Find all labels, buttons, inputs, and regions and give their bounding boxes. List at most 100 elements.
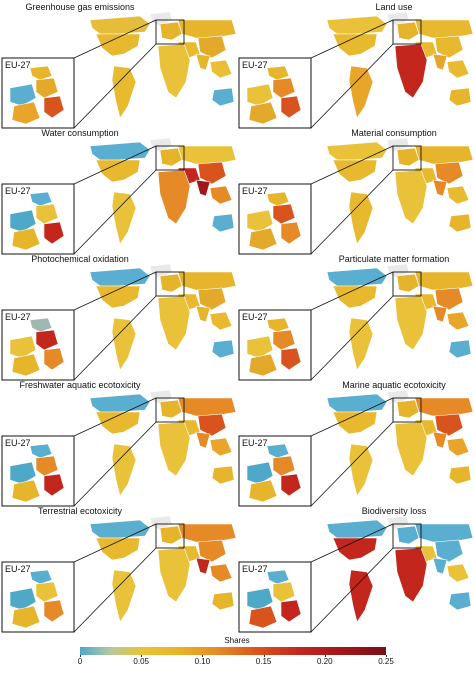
region-eu — [159, 147, 183, 167]
region-aus — [448, 87, 472, 107]
inset-region — [11, 605, 41, 629]
region-can — [326, 141, 388, 161]
legend-tick-label: 0.25 — [378, 657, 394, 666]
world-map: EU-27 — [1, 137, 237, 255]
world-map: EU-27 — [1, 11, 237, 129]
region-can — [326, 15, 388, 35]
connector-line — [73, 43, 157, 129]
inset-region — [35, 203, 59, 225]
region-aus — [448, 591, 472, 611]
region-china — [434, 35, 464, 59]
zoom-box — [155, 397, 185, 423]
connector-line — [73, 547, 157, 633]
region-sea — [446, 311, 470, 331]
legend-tick-label: 0.15 — [255, 657, 272, 666]
region-sea — [209, 563, 233, 583]
legend: Shares 0 0.05 0.10 0.15 0.20 0.25 — [0, 636, 474, 676]
inset-label: EU-27 — [242, 438, 268, 448]
region-sa — [111, 569, 137, 623]
region-china — [197, 287, 227, 311]
map-panel: Marine aquatic ecotoxicity EU-27 — [237, 380, 474, 512]
region-india — [432, 557, 448, 575]
inset-region — [35, 77, 59, 99]
inset-region — [9, 83, 37, 107]
region-africa — [157, 169, 191, 225]
connector-line — [73, 19, 157, 59]
region-india — [195, 305, 211, 323]
inset-region — [248, 605, 278, 629]
region-india — [195, 179, 211, 197]
inset-region — [246, 335, 274, 359]
world-map: EU-27 — [238, 515, 474, 633]
panel-title: Land use — [375, 2, 413, 12]
legend-title: Shares — [224, 636, 250, 645]
region-eu — [159, 273, 183, 293]
inset-region — [29, 191, 53, 207]
inset-region — [43, 599, 65, 623]
region-sea — [446, 185, 470, 205]
legend-tick-label: 0.10 — [194, 657, 211, 666]
inset-region — [272, 203, 296, 225]
region-greenland — [149, 11, 173, 27]
region-eu — [396, 399, 420, 419]
region-na — [332, 285, 378, 309]
connector-line — [73, 295, 157, 381]
region-india — [195, 53, 211, 71]
inset-region — [280, 95, 302, 119]
zoom-box — [155, 271, 185, 297]
panel-title: Material consumption — [351, 128, 437, 138]
region-sea — [209, 311, 233, 331]
region-can — [89, 141, 151, 161]
legend-tick-label: 0.20 — [317, 657, 333, 666]
region-sa — [111, 443, 137, 497]
region-aus — [448, 465, 472, 485]
inset-label: EU-27 — [242, 186, 268, 196]
region-china — [434, 161, 464, 185]
region-sea — [209, 437, 233, 457]
legend-tick-mark — [324, 655, 326, 657]
region-africa — [394, 295, 428, 351]
region-rus — [414, 145, 474, 165]
region-eu — [396, 273, 420, 293]
region-greenland — [386, 11, 410, 27]
panel-title: Biodiversity loss — [361, 506, 427, 516]
inset-region — [248, 101, 278, 125]
region-rus — [177, 145, 237, 165]
region-aus — [211, 87, 235, 107]
region-india — [432, 431, 448, 449]
zoom-box — [392, 523, 422, 549]
world-map: EU-27 — [1, 389, 237, 507]
region-greenland — [149, 515, 173, 531]
region-india — [432, 179, 448, 197]
map-panel: Freshwater aquatic ecotoxicity EU-27 — [0, 380, 237, 512]
panel-title: Marine aquatic ecotoxicity — [342, 380, 446, 390]
inset-region — [280, 347, 302, 371]
inset-region — [272, 581, 296, 603]
inset-region — [43, 347, 65, 371]
region-greenland — [386, 515, 410, 531]
inset-region — [272, 77, 296, 99]
region-africa — [157, 43, 191, 99]
inset-region — [266, 569, 290, 585]
region-na — [95, 159, 141, 183]
inset-region — [29, 65, 53, 81]
panel-title: Water consumption — [41, 128, 119, 138]
region-africa — [157, 547, 191, 603]
region-na — [95, 33, 141, 57]
region-rus — [414, 523, 474, 543]
region-eu — [396, 525, 420, 545]
region-na — [332, 411, 378, 435]
region-africa — [157, 421, 191, 477]
region-can — [89, 393, 151, 413]
region-africa — [394, 169, 428, 225]
inset-region — [29, 317, 53, 333]
region-na — [332, 33, 378, 57]
connector-line — [310, 547, 394, 633]
connector-line — [73, 397, 157, 437]
region-africa — [394, 421, 428, 477]
region-rus — [177, 271, 237, 291]
region-aus — [211, 591, 235, 611]
region-eu — [159, 399, 183, 419]
connector-line — [73, 169, 157, 255]
inset-label: EU-27 — [5, 564, 31, 574]
